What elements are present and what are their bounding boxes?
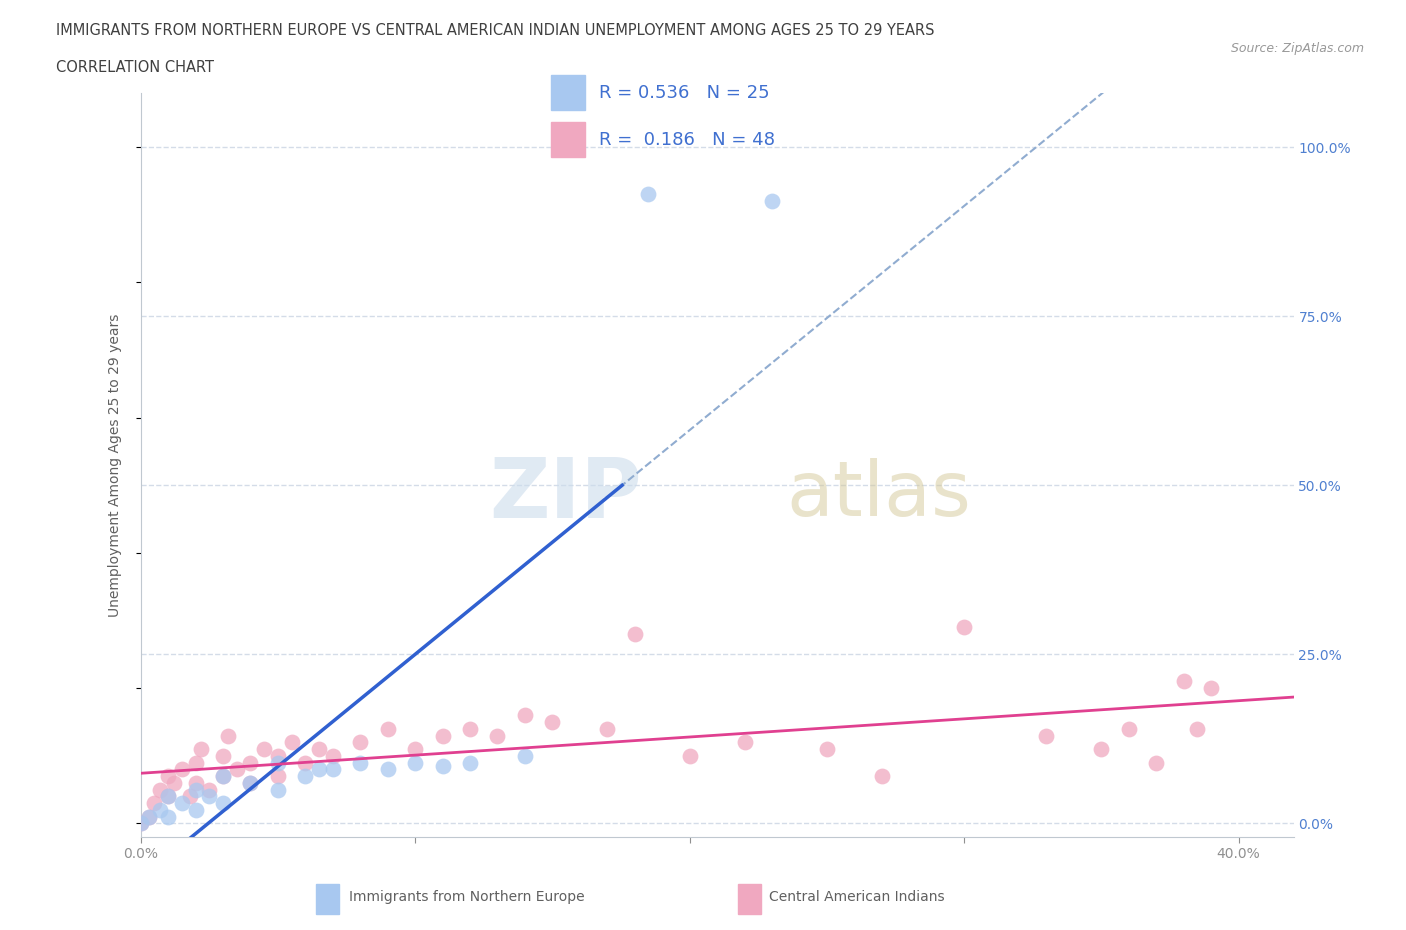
Point (513, 749, 536, 764)
Point (623, 627, 645, 642)
Point (184, 782, 207, 797)
Point (1187, 722, 1209, 737)
Point (280, 735, 302, 750)
Point (239, 755, 262, 770)
Point (637, 187, 659, 202)
Text: Immigrants from Northern Europe: Immigrants from Northern Europe (349, 890, 585, 905)
Point (239, 776, 262, 790)
Point (138, 809, 160, 824)
Text: R = 0.536   N = 25: R = 0.536 N = 25 (599, 84, 769, 101)
Point (1090, 741, 1112, 756)
Point (1199, 681, 1222, 696)
Point (239, 776, 262, 790)
Point (761, 193, 783, 208)
Point (225, 762, 247, 777)
Point (1118, 722, 1140, 737)
Point (432, 759, 454, 774)
Point (432, 728, 454, 743)
Point (149, 803, 172, 817)
Point (253, 741, 276, 756)
Bar (551, 75, 585, 110)
Point (212, 769, 235, 784)
Point (953, 620, 976, 635)
Point (267, 749, 290, 764)
Text: Central American Indians: Central American Indians (769, 890, 945, 905)
Point (179, 789, 201, 804)
Point (513, 708, 536, 723)
Point (170, 762, 193, 777)
Point (349, 755, 371, 770)
Point (170, 796, 193, 811)
Point (212, 796, 235, 811)
Point (308, 741, 330, 756)
Point (129, 816, 152, 830)
Point (322, 762, 344, 777)
Point (486, 728, 509, 743)
Point (1173, 674, 1195, 689)
Point (184, 776, 207, 790)
Point (870, 769, 893, 784)
Point (157, 769, 180, 784)
Point (294, 755, 316, 770)
Point (217, 728, 239, 743)
Point (294, 769, 316, 784)
Point (349, 735, 371, 750)
Point (212, 749, 235, 764)
Point (190, 741, 212, 756)
Text: IMMIGRANTS FROM NORTHERN EUROPE VS CENTRAL AMERICAN INDIAN UNEMPLOYMENT AMONG AG: IMMIGRANTS FROM NORTHERN EUROPE VS CENTR… (56, 23, 935, 38)
Point (377, 762, 399, 777)
Point (404, 755, 426, 770)
Point (267, 769, 290, 784)
Point (149, 782, 172, 797)
Point (184, 755, 207, 770)
Point (267, 782, 290, 797)
Bar (738, 884, 761, 913)
Point (458, 755, 481, 770)
Point (815, 741, 838, 756)
Text: ZIP: ZIP (489, 454, 643, 536)
Point (212, 769, 235, 784)
Point (267, 755, 290, 770)
Point (157, 789, 180, 804)
Point (162, 776, 184, 790)
Point (143, 796, 166, 811)
Point (184, 803, 207, 817)
Point (308, 762, 330, 777)
Point (129, 816, 152, 830)
Bar (551, 123, 585, 157)
Point (157, 789, 180, 804)
Text: atlas: atlas (786, 458, 972, 532)
Point (1144, 755, 1167, 770)
Text: CORRELATION CHART: CORRELATION CHART (56, 60, 214, 75)
Point (678, 749, 700, 764)
Point (198, 782, 221, 797)
Point (596, 722, 619, 737)
Point (157, 809, 180, 824)
Point (404, 741, 426, 756)
Point (541, 714, 564, 729)
Point (322, 749, 344, 764)
Point (734, 735, 756, 750)
Point (377, 722, 399, 737)
Y-axis label: Unemployment Among Ages 25 to 29 years: Unemployment Among Ages 25 to 29 years (108, 313, 122, 617)
Point (1035, 728, 1057, 743)
Point (198, 789, 221, 804)
Text: Source: ZipAtlas.com: Source: ZipAtlas.com (1230, 42, 1364, 55)
Point (458, 722, 481, 737)
Point (138, 809, 160, 824)
Bar (316, 884, 339, 913)
Text: R =  0.186   N = 48: R = 0.186 N = 48 (599, 131, 775, 149)
